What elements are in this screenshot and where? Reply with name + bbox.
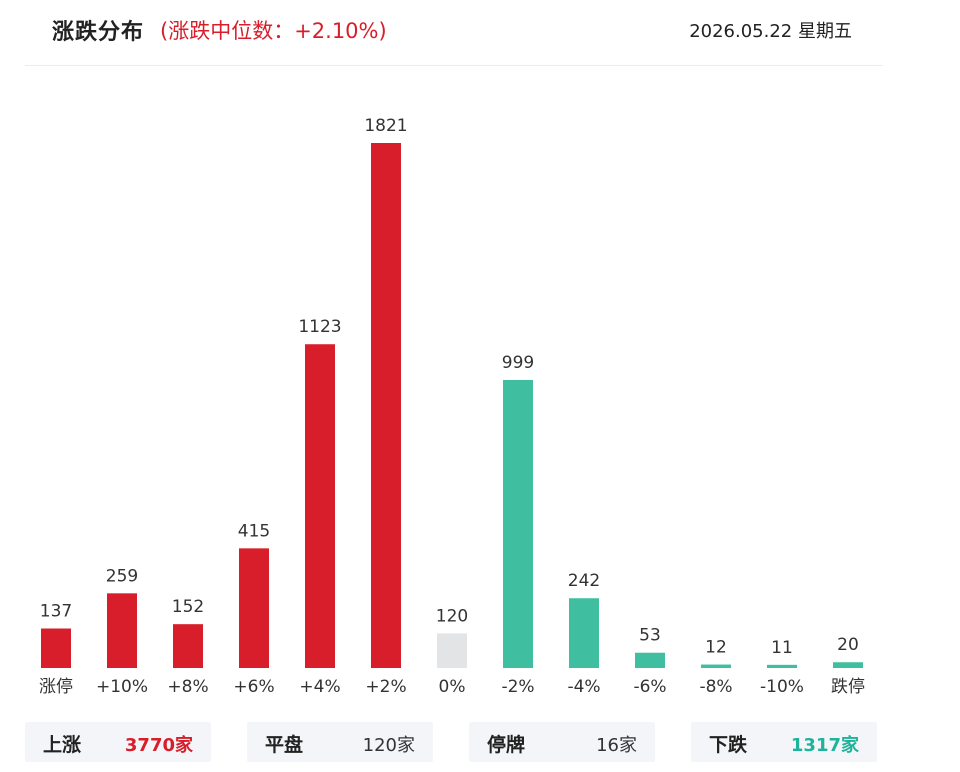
summary-up-value: 3770家 bbox=[124, 735, 193, 756]
bar-value-label-10: 12 bbox=[705, 638, 727, 658]
category-label-4: +4% bbox=[299, 677, 340, 697]
header-divider bbox=[25, 65, 883, 66]
bar-value-label-1: 259 bbox=[106, 566, 138, 586]
summary-flat: 平盘 120家 bbox=[247, 722, 433, 762]
bar-value-label-6: 120 bbox=[436, 606, 468, 626]
bar-value-label-8: 242 bbox=[568, 571, 600, 591]
bar-7 bbox=[503, 379, 533, 668]
bar-5 bbox=[371, 143, 401, 668]
median-note: (涨跌中位数：+2.10%) bbox=[160, 19, 387, 43]
bar-11 bbox=[767, 664, 797, 668]
bar-4 bbox=[305, 344, 335, 668]
bar-value-label-5: 1821 bbox=[364, 116, 407, 136]
category-label-6: 0% bbox=[439, 677, 466, 697]
distribution-bar-chart: 137 涨停 259 +10% 152 +8% 415 +6% 1123 +4% 1821 +2% 12… bbox=[39, 116, 865, 697]
summary-down: 下跌 1317家 bbox=[691, 722, 877, 762]
summary-flat-value: 120家 bbox=[362, 735, 415, 756]
bar-value-label-9: 53 bbox=[639, 626, 661, 646]
bar-3 bbox=[239, 548, 269, 668]
category-label-3: +6% bbox=[233, 677, 274, 697]
page-title: 涨跌分布 bbox=[52, 20, 145, 45]
category-label-9: -6% bbox=[633, 677, 666, 697]
summary-bar: 上涨 3770家 平盘 120家 停牌 16家 下跌 1317家 bbox=[25, 722, 883, 762]
summary-down-label: 下跌 bbox=[709, 734, 748, 756]
category-label-11: -10% bbox=[760, 677, 804, 697]
summary-suspended-label: 停牌 bbox=[487, 734, 526, 756]
bar-9 bbox=[635, 652, 665, 668]
date-label: 2026.05.22 星期五 bbox=[689, 21, 852, 42]
bar-value-label-3: 415 bbox=[238, 521, 270, 541]
bar-value-label-11: 11 bbox=[771, 638, 793, 658]
bar-8 bbox=[569, 598, 599, 668]
summary-down-value: 1317家 bbox=[790, 735, 859, 756]
category-label-12: 跌停 bbox=[831, 677, 865, 697]
bar-2 bbox=[173, 624, 203, 668]
bar-0 bbox=[41, 628, 71, 668]
bar-value-label-2: 152 bbox=[172, 597, 204, 617]
bar-10 bbox=[701, 664, 731, 668]
bar-1 bbox=[107, 593, 137, 668]
category-label-5: +2% bbox=[365, 677, 406, 697]
category-label-1: +10% bbox=[96, 677, 148, 697]
category-label-7: -2% bbox=[501, 677, 534, 697]
header: 涨跌分布 (涨跌中位数：+2.10%) 2026.05.22 星期五 bbox=[52, 8, 882, 48]
category-label-8: -4% bbox=[567, 677, 600, 697]
bar-value-label-0: 137 bbox=[40, 602, 72, 622]
category-label-2: +8% bbox=[167, 677, 208, 697]
bar-value-label-4: 1123 bbox=[298, 317, 341, 337]
summary-suspended-value: 16家 bbox=[596, 735, 637, 756]
category-label-10: -8% bbox=[699, 677, 732, 697]
summary-flat-label: 平盘 bbox=[265, 734, 304, 756]
bar-value-label-12: 20 bbox=[837, 635, 859, 655]
summary-up: 上涨 3770家 bbox=[25, 722, 211, 762]
bar-value-label-7: 999 bbox=[502, 353, 534, 373]
summary-up-label: 上涨 bbox=[43, 734, 82, 756]
summary-suspended: 停牌 16家 bbox=[469, 722, 655, 762]
category-label-0: 涨停 bbox=[39, 677, 73, 697]
bar-12 bbox=[833, 662, 863, 668]
bar-6 bbox=[437, 633, 467, 668]
